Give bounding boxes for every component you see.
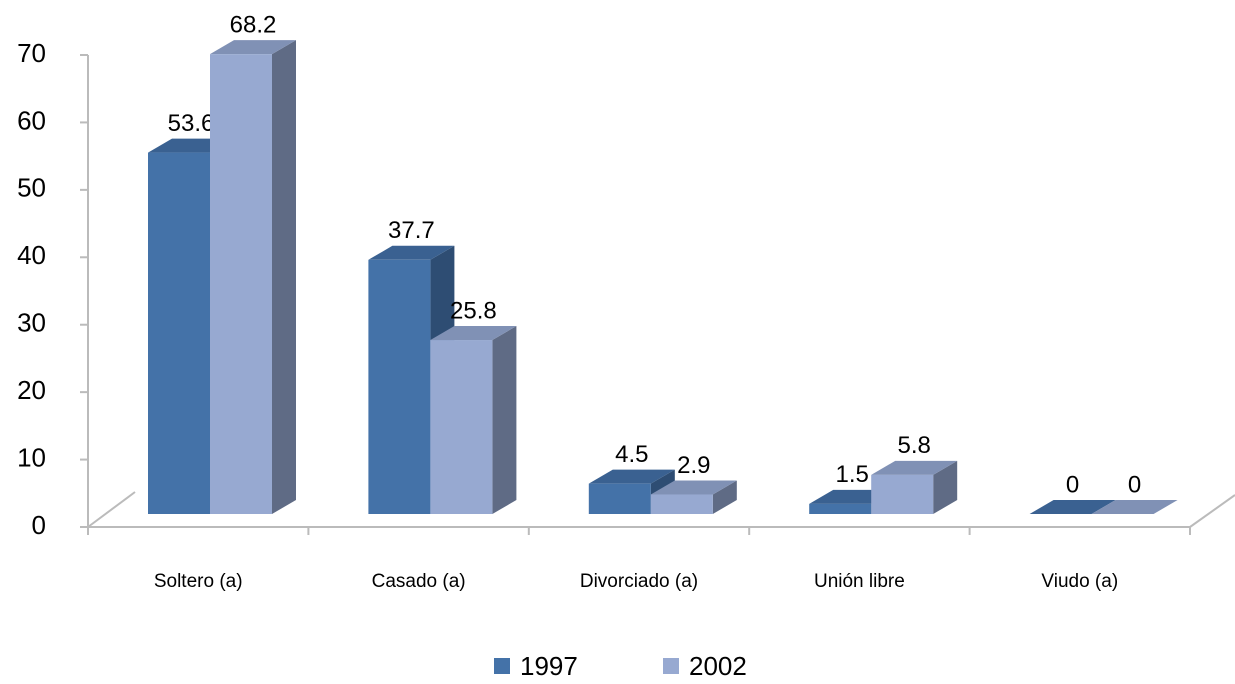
bar-side: [492, 326, 517, 514]
bar-top: [210, 40, 296, 55]
bar-top: [1029, 500, 1116, 514]
data-label: 0: [1128, 471, 1141, 498]
floor: [87, 491, 136, 528]
bar-top: [1091, 500, 1178, 514]
bar: [650, 494, 713, 514]
bar-side: [933, 460, 958, 514]
y-tick-label: 50: [17, 173, 46, 203]
y-tick-label: 60: [17, 105, 46, 135]
bar-top: [430, 326, 517, 341]
data-label: 25.8: [450, 297, 497, 324]
bar-top: [368, 245, 455, 260]
data-label: 37.7: [388, 217, 435, 244]
data-label: 2.9: [677, 452, 710, 479]
y-tick-label: 10: [17, 442, 46, 472]
bar: [809, 503, 872, 514]
bar: [430, 340, 493, 514]
y-tick-label: 40: [17, 240, 46, 270]
bar-side: [712, 480, 737, 514]
y-tick-label: 30: [17, 308, 46, 338]
legend-label: 2002: [689, 651, 747, 681]
legend-swatch: [663, 658, 679, 674]
bar: [210, 54, 272, 514]
x-tick-label: Soltero (a): [154, 571, 243, 592]
x-tick-label: Unión libre: [814, 571, 905, 592]
x-tick-label: Divorciado (a): [580, 571, 698, 592]
y-tick-label: 20: [17, 375, 46, 405]
legend-swatch: [494, 658, 510, 674]
data-label: 1.5: [836, 461, 869, 488]
bar-top: [871, 460, 958, 475]
bar: [871, 474, 934, 514]
data-label: 5.8: [898, 432, 931, 459]
y-tick-label: 70: [17, 38, 46, 68]
data-label: 0: [1066, 471, 1079, 498]
legend-label: 1997: [520, 651, 578, 681]
data-label: 53.6: [168, 110, 215, 137]
floor: [1189, 494, 1235, 528]
x-tick-label: Viudo (a): [1041, 571, 1118, 592]
data-label: 4.5: [615, 441, 648, 468]
bar: [588, 483, 651, 514]
y-tick-label: 0: [32, 510, 46, 540]
x-tick-label: Casado (a): [372, 571, 466, 592]
data-label: 68.2: [230, 11, 277, 38]
bar: [368, 259, 431, 514]
bar-side: [272, 40, 296, 514]
bar-top: [650, 480, 737, 495]
bar: [148, 152, 210, 514]
bar-top: [588, 469, 675, 484]
